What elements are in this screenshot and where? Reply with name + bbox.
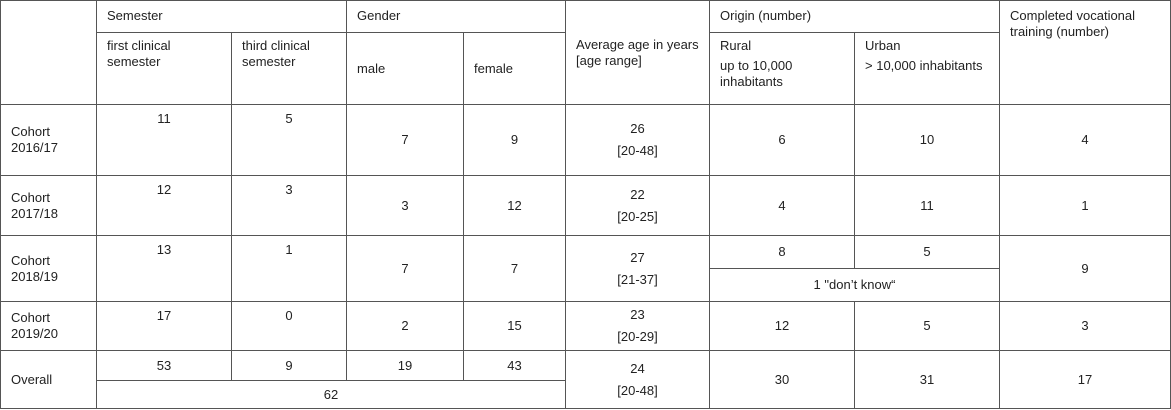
row-label: Cohort 2016/17 bbox=[0, 104, 97, 176]
table-row: Cohort 2018/19 13 1 7 7 27 [21-37] 8 5 9 bbox=[0, 235, 1171, 302]
female-value: 7 bbox=[463, 235, 567, 302]
female-value: 15 bbox=[463, 301, 567, 351]
third-semester-value: 0 bbox=[230, 301, 348, 351]
row-label: Cohort 2017/18 bbox=[0, 175, 97, 236]
urban-value: 5 bbox=[854, 301, 1001, 351]
male-value: 7 bbox=[346, 104, 465, 176]
vocational-value: 9 bbox=[999, 235, 1171, 302]
urban-value: 10 bbox=[854, 104, 1001, 176]
female-value: 9 bbox=[463, 104, 567, 176]
header-urban-description: > 10,000 inhabitants bbox=[865, 58, 983, 73]
header-female: female bbox=[463, 32, 567, 105]
header-average-age: Average age in years [age range] bbox=[565, 0, 711, 105]
first-semester-value: 12 bbox=[96, 175, 232, 236]
urban-value: 5 bbox=[854, 235, 1001, 269]
average-age-cell: 27 [21-37] bbox=[565, 235, 711, 302]
header-row-1: Semester Gender Average age in years [ag… bbox=[0, 0, 1171, 105]
rural-value: 8 bbox=[709, 235, 856, 269]
average-age-cell: 22 [20-25] bbox=[565, 175, 711, 236]
third-semester-value: 3 bbox=[230, 175, 348, 236]
rural-value: 12 bbox=[709, 301, 856, 351]
overall-rural: 30 bbox=[709, 350, 856, 409]
row-label: Cohort 2018/19 bbox=[0, 235, 97, 302]
overall-first-semester: 53 bbox=[96, 350, 232, 381]
header-rural-description: up to 10,000 inhabitants bbox=[720, 58, 793, 89]
overall-total-row: 62 bbox=[1, 380, 1171, 409]
header-rural-label: Rural bbox=[720, 38, 752, 53]
age-range-value: [20-25] bbox=[617, 208, 658, 224]
overall-row: Overall 53 9 19 43 24 [20-48] 30 31 17 bbox=[0, 350, 1171, 409]
header-origin: Origin (number) bbox=[709, 0, 1001, 33]
first-semester-value: 11 bbox=[96, 104, 232, 176]
overall-average-age-cell: 24 [20-48] bbox=[565, 350, 711, 409]
male-value: 2 bbox=[346, 301, 465, 351]
rural-value: 4 bbox=[709, 175, 856, 236]
header-urban: Urban > 10,000 inhabitants bbox=[854, 32, 1001, 105]
age-range-value: [20-29] bbox=[617, 329, 658, 344]
age-range-value: [21-37] bbox=[617, 271, 658, 287]
first-semester-value: 17 bbox=[96, 301, 232, 351]
header-first-clinical-semester: first clinical semester bbox=[96, 32, 232, 105]
urban-value: 11 bbox=[854, 175, 1001, 236]
row-label: Cohort 2019/20 bbox=[0, 301, 97, 351]
average-age-cell: 23 [20-29] bbox=[565, 301, 711, 351]
male-value: 3 bbox=[346, 175, 465, 236]
average-age-value: 23 bbox=[630, 307, 645, 322]
third-semester-value: 1 bbox=[230, 235, 348, 302]
header-male: male bbox=[346, 32, 465, 105]
first-semester-value: 13 bbox=[96, 235, 232, 302]
table-row: Cohort 2019/20 17 0 2 15 23 [20-29] 12 5… bbox=[0, 301, 1171, 351]
overall-average-age: 24 bbox=[630, 360, 645, 376]
header-vocational-training: Completed vocational training (number) bbox=[999, 0, 1171, 105]
corner-cell bbox=[0, 0, 97, 105]
rural-value: 6 bbox=[709, 104, 856, 176]
overall-urban: 31 bbox=[854, 350, 1001, 409]
average-age-value: 27 bbox=[630, 249, 645, 265]
average-age-cell: 26 [20-48] bbox=[565, 104, 711, 176]
overall-age-range: [20-48] bbox=[617, 382, 658, 398]
vocational-value: 3 bbox=[999, 301, 1171, 351]
overall-vocational: 17 bbox=[999, 350, 1171, 409]
overall-male: 19 bbox=[346, 350, 465, 381]
vocational-value: 4 bbox=[999, 104, 1171, 176]
average-age-value: 26 bbox=[630, 121, 645, 136]
header-rural: Rural up to 10,000 inhabitants bbox=[709, 32, 856, 105]
header-row-2: first clinical semester third clinical s… bbox=[1, 32, 1171, 105]
header-semester: Semester bbox=[95, 0, 348, 33]
female-value: 12 bbox=[463, 175, 567, 236]
overall-total-students: 62 bbox=[95, 380, 567, 409]
overall-third-semester: 9 bbox=[230, 350, 348, 381]
vocational-value: 1 bbox=[999, 175, 1171, 236]
overall-label: Overall bbox=[0, 350, 97, 409]
unknown-origin-value: 1 "don’t know“ bbox=[709, 268, 1001, 302]
age-range-value: [20-48] bbox=[617, 143, 658, 158]
overall-female: 43 bbox=[463, 350, 567, 381]
male-value: 7 bbox=[346, 235, 465, 302]
header-urban-label: Urban bbox=[865, 38, 901, 53]
header-gender: Gender bbox=[346, 0, 567, 33]
average-age-value: 22 bbox=[630, 186, 645, 202]
third-semester-value: 5 bbox=[230, 104, 348, 176]
header-third-clinical-semester: third clinical semester bbox=[230, 32, 348, 105]
table-row: Cohort 2016/17 11 5 7 9 26 [20-48] 6 10 … bbox=[0, 104, 1171, 176]
table-row: Cohort 2017/18 12 3 3 12 22 [20-25] 4 11… bbox=[0, 175, 1171, 236]
